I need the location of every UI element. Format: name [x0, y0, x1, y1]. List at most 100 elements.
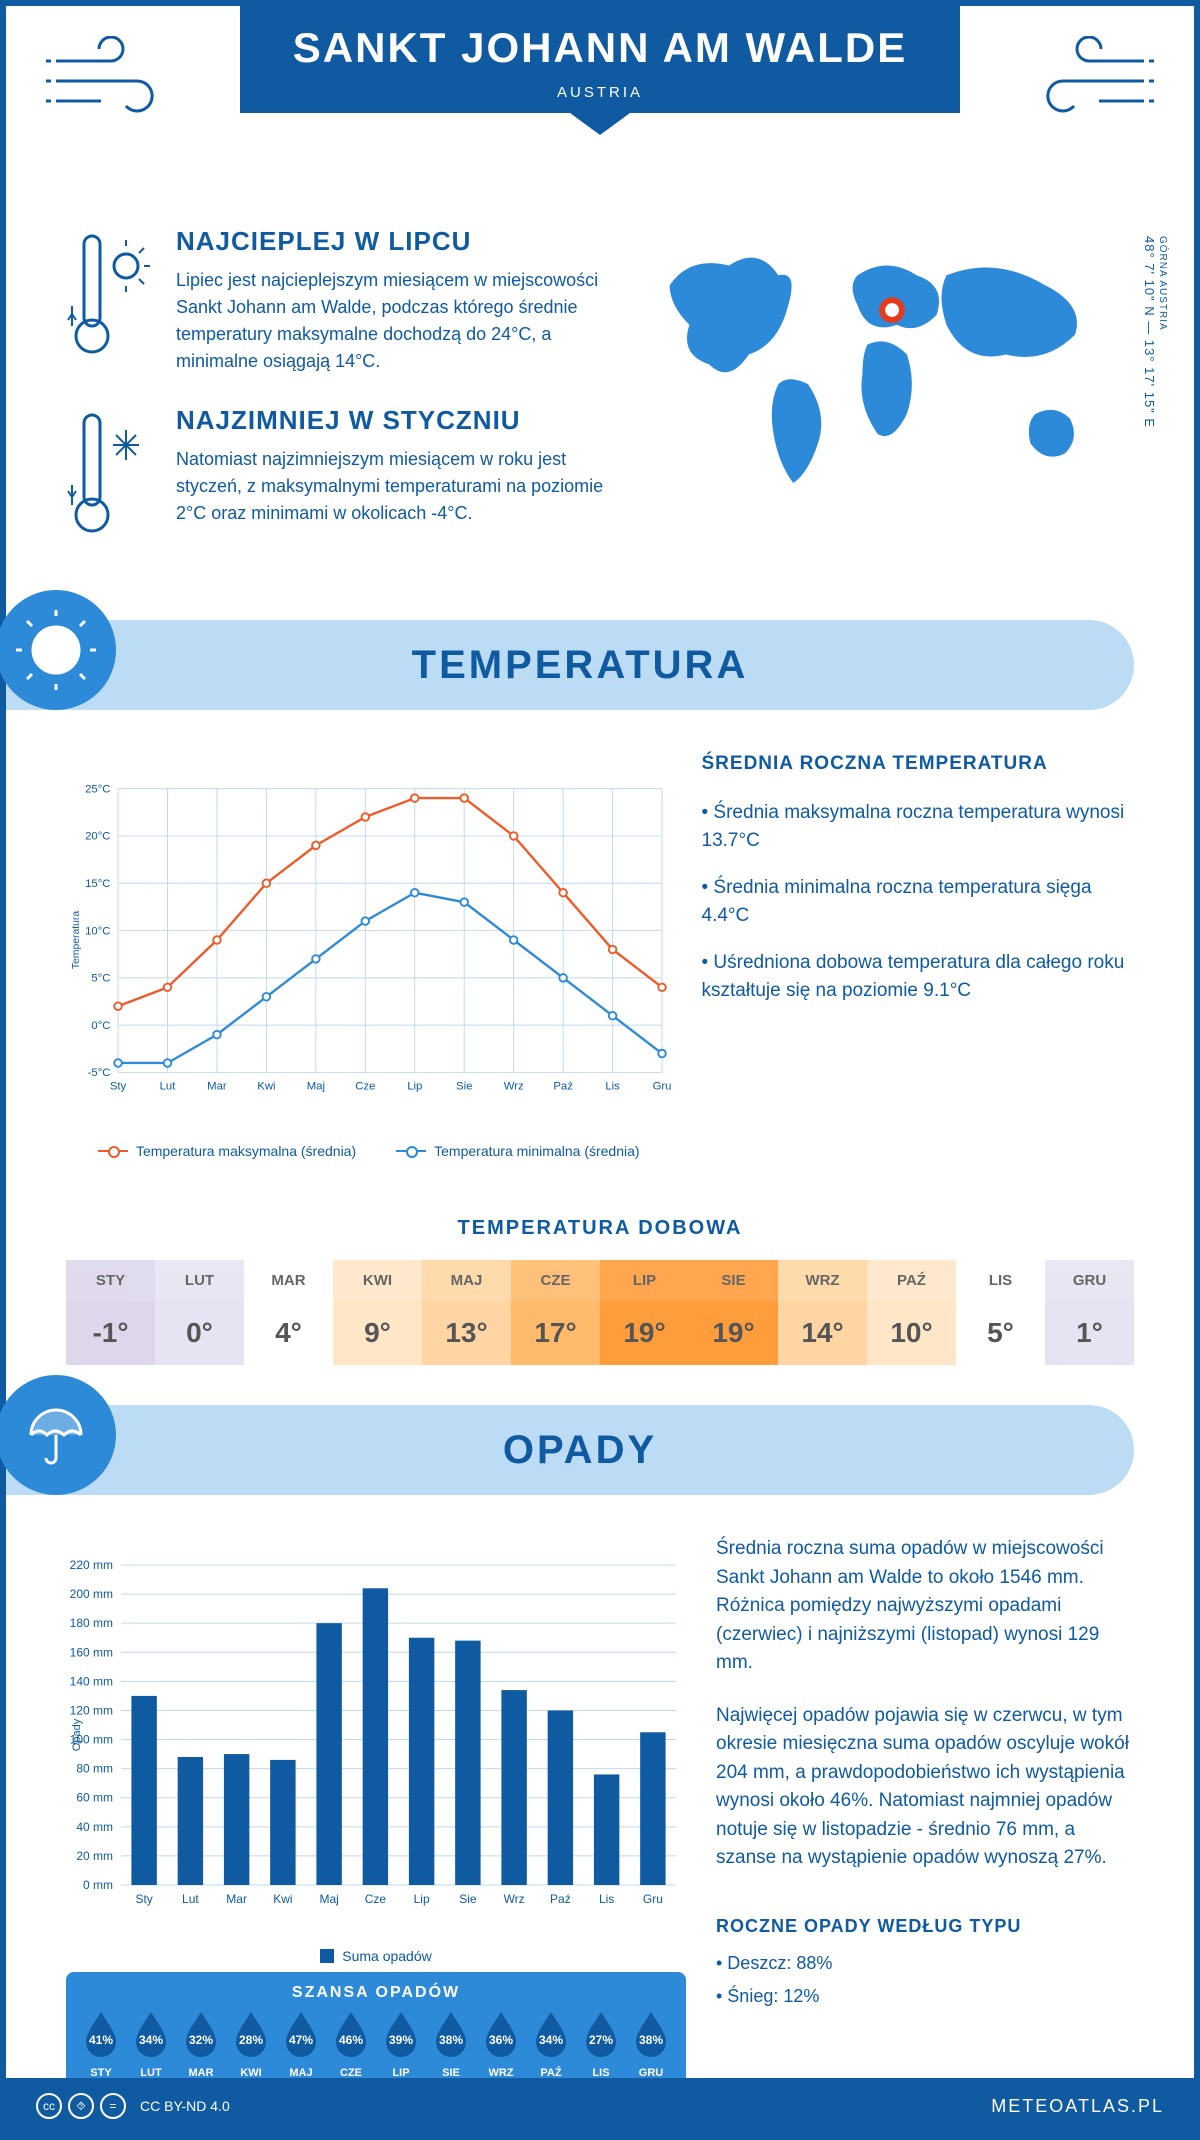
warmest-block: NAJCIEPLEJ W LIPCU Lipiec jest najcieple… [66, 226, 610, 375]
svg-text:Lip: Lip [414, 1892, 430, 1906]
svg-text:20 mm: 20 mm [76, 1849, 113, 1863]
svg-text:41%: 41% [89, 2033, 113, 2047]
svg-text:Sty: Sty [135, 1892, 152, 1906]
daily-cell: LIS 5° [956, 1260, 1045, 1365]
info-bullet: • Średnia minimalna roczna temperatura s… [702, 874, 1135, 931]
svg-text:Kwi: Kwi [273, 1892, 292, 1906]
svg-text:Paź: Paź [550, 1892, 571, 1906]
svg-text:Lis: Lis [605, 1080, 620, 1092]
thermometer-cold-icon [66, 405, 156, 550]
precip-text: Średnia roczna suma opadów w miejscowośc… [716, 1535, 1134, 1678]
svg-text:-5°C: -5°C [88, 1067, 111, 1079]
svg-text:Wrz: Wrz [504, 1080, 524, 1092]
info-title: ŚREDNIA ROCZNA TEMPERATURA [702, 750, 1135, 779]
type-title: ROCZNE OPADY WEDŁUG TYPU [716, 1913, 1134, 1940]
svg-text:40 mm: 40 mm [76, 1820, 113, 1834]
svg-text:20°C: 20°C [85, 831, 110, 843]
coldest-title: NAJZIMNIEJ W STYCZNIU [176, 405, 610, 436]
svg-text:0°C: 0°C [91, 1020, 110, 1032]
svg-text:Lut: Lut [160, 1080, 177, 1092]
daily-cell: PAŹ 10° [867, 1260, 956, 1365]
chance-drop: 32% MAR [176, 2010, 226, 2079]
svg-text:25°C: 25°C [85, 783, 110, 795]
svg-text:0 mm: 0 mm [83, 1878, 113, 1892]
wind-icon [46, 36, 196, 126]
chance-drop: 38% GRU [626, 2010, 676, 2079]
legend-max: Temperatura maksymalna (średnia) [98, 1143, 356, 1159]
header: SANKT JOHANN AM WALDE AUSTRIA [6, 6, 1194, 206]
sun-icon [0, 590, 116, 710]
cc-icons: cc ⯑ = [36, 2093, 126, 2119]
banner-tail [570, 113, 630, 135]
chance-drop: 34% LUT [126, 2010, 176, 2079]
svg-text:160 mm: 160 mm [70, 1645, 113, 1659]
daily-cell: LUT 0° [155, 1260, 244, 1365]
nd-icon: = [100, 2093, 126, 2119]
svg-text:Mar: Mar [226, 1892, 247, 1906]
daily-cell: SIE 19° [689, 1260, 778, 1365]
chance-title: SZANSA OPADÓW [76, 1984, 676, 2002]
license-text: CC BY-ND 4.0 [140, 2098, 230, 2114]
svg-text:Sie: Sie [456, 1080, 472, 1092]
section-title: OPADY [126, 1428, 1134, 1473]
svg-text:Sty: Sty [110, 1080, 127, 1092]
svg-text:Cze: Cze [355, 1080, 375, 1092]
svg-text:Paź: Paź [553, 1080, 573, 1092]
svg-text:Mar: Mar [207, 1080, 227, 1092]
svg-text:Temperatura: Temperatura [71, 911, 82, 970]
warmest-text: Lipiec jest najcieplejszym miesiącem w m… [176, 267, 610, 375]
svg-text:220 mm: 220 mm [70, 1558, 113, 1572]
svg-text:180 mm: 180 mm [70, 1616, 113, 1630]
svg-text:38%: 38% [439, 2033, 463, 2047]
warmest-title: NAJCIEPLEJ W LIPCU [176, 226, 610, 257]
chance-box: SZANSA OPADÓW 41% STY 34% LUT 32% MAR 28… [66, 1972, 686, 2087]
svg-text:120 mm: 120 mm [70, 1703, 113, 1717]
info-bullet: • Uśredniona dobowa temperatura dla całe… [702, 949, 1135, 1006]
daily-cell: LIP 19° [600, 1260, 689, 1365]
temperature-info: ŚREDNIA ROCZNA TEMPERATURA • Średnia mak… [702, 750, 1135, 1167]
svg-text:Opady: Opady [71, 1718, 83, 1751]
section-header-opady: OPADY [6, 1405, 1134, 1495]
svg-text:Cze: Cze [365, 1892, 387, 1906]
svg-text:36%: 36% [489, 2033, 513, 2047]
svg-text:200 mm: 200 mm [70, 1587, 113, 1601]
cc-icon: cc [36, 2093, 62, 2119]
svg-text:Sie: Sie [459, 1892, 477, 1906]
brand: METEOATLAS.PL [991, 2096, 1164, 2117]
svg-text:32%: 32% [189, 2033, 213, 2047]
svg-text:Wrz: Wrz [504, 1892, 525, 1906]
precip-text: Najwięcej opadów pojawia się w czerwcu, … [716, 1702, 1134, 1873]
daily-cell: WRZ 14° [778, 1260, 867, 1365]
svg-text:60 mm: 60 mm [76, 1791, 113, 1805]
svg-text:140 mm: 140 mm [70, 1674, 113, 1688]
svg-text:27%: 27% [589, 2033, 613, 2047]
daily-cell: CZE 17° [511, 1260, 600, 1365]
daily-cell: GRU 1° [1045, 1260, 1134, 1365]
thermometer-hot-icon [66, 226, 156, 375]
type-line: • Deszcz: 88% [716, 1950, 1134, 1977]
coordinates: GÓRNA AUSTRIA 48° 7' 10" N — 13° 17' 15"… [1142, 236, 1168, 428]
chance-drop: 47% MAJ [276, 2010, 326, 2079]
precip-type-box: ROCZNE OPADY WEDŁUG TYPU • Deszcz: 88% •… [716, 1913, 1134, 2010]
precipitation-chart: 0 mm20 mm40 mm60 mm80 mm100 mm120 mm140 … [66, 1535, 686, 2087]
chance-drop: 28% KWI [226, 2010, 276, 2079]
umbrella-icon [0, 1375, 116, 1495]
svg-text:15°C: 15°C [85, 878, 110, 890]
svg-text:10°C: 10°C [85, 925, 110, 937]
chance-drop: 36% WRZ [476, 2010, 526, 2079]
daily-title: TEMPERATURA DOBOWA [6, 1217, 1194, 1240]
svg-text:38%: 38% [639, 2033, 663, 2047]
section-title: TEMPERATURA [126, 643, 1134, 688]
country-label: AUSTRIA [240, 72, 960, 105]
chance-drop: 41% STY [76, 2010, 126, 2079]
svg-text:47%: 47% [289, 2033, 313, 2047]
chance-drop: 34% PAŹ [526, 2010, 576, 2079]
world-map: GÓRNA AUSTRIA 48° 7' 10" N — 13° 17' 15"… [640, 226, 1134, 580]
daily-cell: MAR 4° [244, 1260, 333, 1365]
title-banner: SANKT JOHANN AM WALDE AUSTRIA [240, 6, 960, 113]
legend-min: Temperatura minimalna (średnia) [396, 1143, 639, 1159]
chance-drop: 46% CZE [326, 2010, 376, 2079]
daily-cell: KWI 9° [333, 1260, 422, 1365]
coldest-block: NAJZIMNIEJ W STYCZNIU Natomiast najzimni… [66, 405, 610, 550]
svg-text:5°C: 5°C [91, 973, 110, 985]
